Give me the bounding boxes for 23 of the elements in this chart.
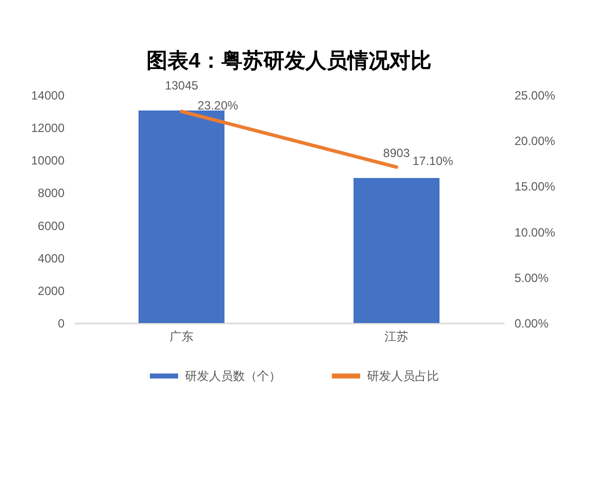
y-tick-label: 2000 xyxy=(38,284,65,298)
y-tick-label: 10000 xyxy=(31,154,65,168)
y-tick-label: 6000 xyxy=(38,218,65,233)
data-label: 13045 xyxy=(164,78,199,93)
legend-label: 研发人员数（个） xyxy=(185,369,281,383)
y2-tick-label: 20.00% xyxy=(514,134,556,148)
y2-tick-label: 5.00% xyxy=(514,270,549,285)
data-label: 17.10% xyxy=(412,154,454,168)
data-label: 23.20% xyxy=(198,98,239,112)
y2-tick-label: 10.00% xyxy=(514,225,556,240)
y-tick-label: 0 xyxy=(58,316,65,330)
y-tick-label: 4000 xyxy=(38,251,65,266)
x-tick-label: 江苏 xyxy=(384,330,408,344)
y2-tick-label: 25.00% xyxy=(514,88,556,102)
y-tick-label: 8000 xyxy=(38,186,65,200)
y-tick-label: 12000 xyxy=(31,121,65,136)
legend-label: 研发人员占比 xyxy=(367,369,439,383)
chart-title: 图表4：粤苏研发人员情况对比 xyxy=(146,50,432,73)
y2-tick-label: 0.00% xyxy=(514,316,549,330)
x-tick-label: 广东 xyxy=(170,330,194,344)
y2-tick-label: 15.00% xyxy=(514,180,556,194)
data-label: 8903 xyxy=(383,146,410,160)
y-tick-label: 14000 xyxy=(31,88,65,102)
